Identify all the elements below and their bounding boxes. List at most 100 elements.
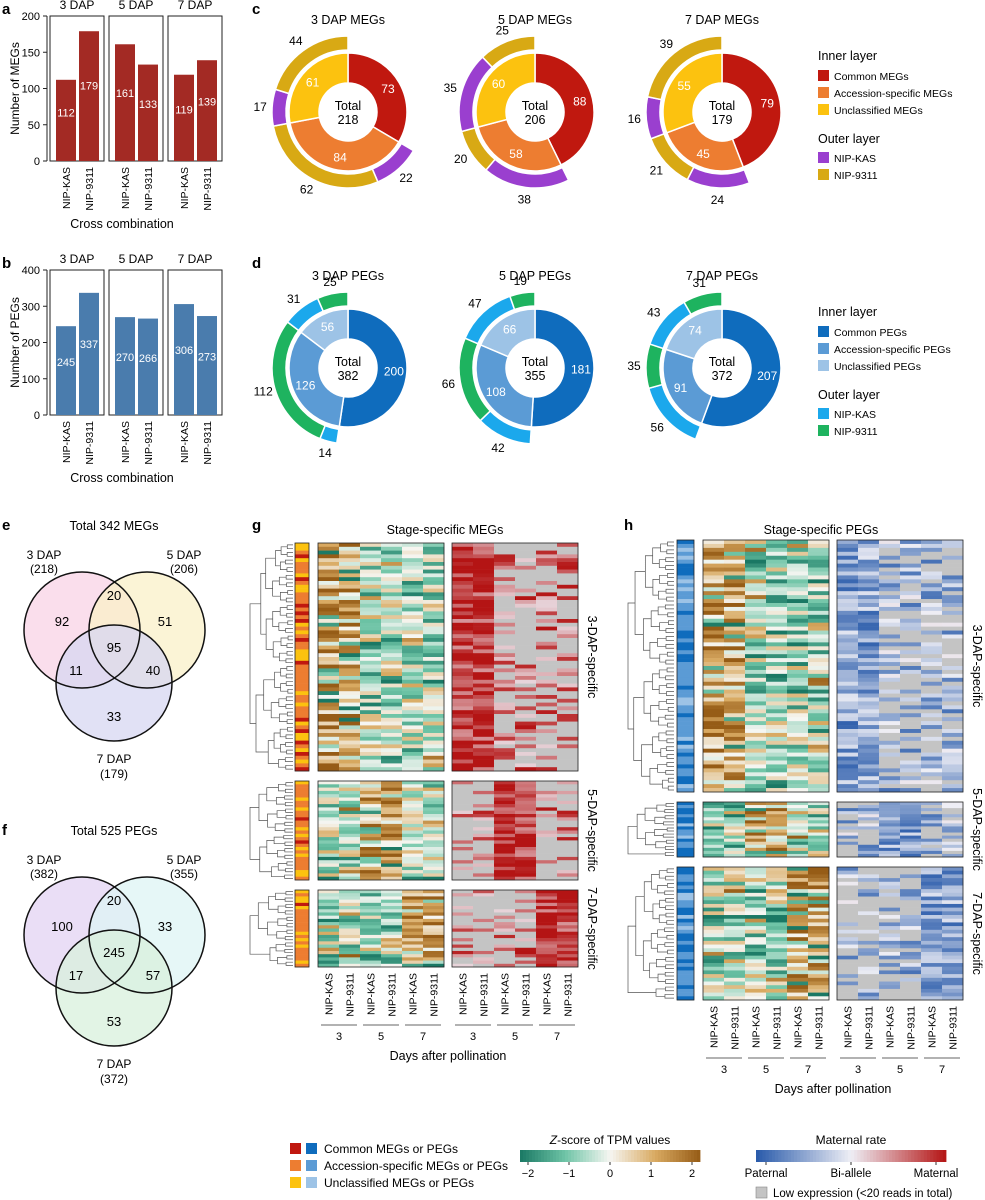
maternal-cell bbox=[536, 733, 558, 738]
donut-inner-label: 55 bbox=[677, 79, 691, 93]
zscore-title-rest: -score of TPM values bbox=[557, 1133, 670, 1147]
zscore-cell bbox=[360, 698, 382, 703]
zscore-cell bbox=[724, 814, 746, 818]
zscore-cell bbox=[787, 817, 809, 821]
maternal-cell bbox=[557, 781, 579, 785]
heatmap-column-label: NIP-9311 bbox=[345, 973, 357, 1017]
maternal-cell bbox=[536, 767, 558, 772]
zscore-cell bbox=[339, 733, 361, 738]
maternal-cell bbox=[921, 814, 943, 818]
category-strip-cell bbox=[677, 595, 694, 600]
zscore-cell bbox=[423, 577, 445, 582]
zscore-cell bbox=[423, 744, 445, 749]
zscore-cell bbox=[402, 896, 424, 900]
zscore-cell bbox=[724, 918, 746, 923]
maternal-cell bbox=[942, 736, 964, 742]
zscore-cell bbox=[423, 823, 445, 828]
zscore-cell bbox=[703, 654, 725, 659]
maternal-cell bbox=[837, 926, 859, 931]
zscore-cell bbox=[402, 807, 424, 811]
zscore-cell bbox=[402, 947, 424, 952]
maternal-cell bbox=[494, 679, 516, 684]
maternal-cell bbox=[473, 672, 495, 677]
legend-swatch bbox=[818, 169, 829, 180]
category-strip-cell bbox=[677, 606, 694, 612]
zscore-cell bbox=[766, 543, 788, 549]
maternal-cell bbox=[858, 900, 880, 905]
zscore-cell bbox=[381, 752, 403, 757]
zscore-cell bbox=[703, 543, 725, 549]
maternal-cell bbox=[452, 584, 474, 589]
venn-circle-outline bbox=[55, 929, 173, 1047]
heatmap-column-label: NIP-9311 bbox=[906, 1006, 918, 1050]
maternal-cell bbox=[942, 603, 964, 608]
maternal-cell bbox=[557, 619, 579, 624]
maternal-gradient-step bbox=[794, 1150, 798, 1162]
maternal-cell bbox=[858, 559, 880, 564]
maternal-cell bbox=[494, 672, 516, 677]
donut-inner-label: 126 bbox=[295, 378, 315, 392]
maternal-cell bbox=[942, 740, 964, 746]
zscore-cell bbox=[724, 915, 746, 920]
maternal-cell bbox=[536, 725, 558, 730]
zscore-cell bbox=[360, 660, 382, 665]
zscore-cell bbox=[381, 721, 403, 726]
maternal-cell bbox=[900, 996, 922, 1001]
maternal-cell bbox=[837, 970, 859, 975]
maternal-gradient-step bbox=[866, 1150, 871, 1162]
zscore-cell bbox=[381, 546, 403, 551]
maternal-cell bbox=[837, 878, 859, 883]
zscore-gradient-step bbox=[520, 1150, 524, 1162]
category-strip-cell bbox=[677, 835, 694, 839]
zscore-cell bbox=[724, 630, 746, 635]
zscore-cell bbox=[703, 736, 725, 742]
zscore-cell bbox=[808, 911, 830, 916]
maternal-cell bbox=[557, 928, 579, 933]
maternal-cell bbox=[858, 911, 880, 916]
category-strip-cell bbox=[295, 870, 309, 874]
category-strip-cell bbox=[677, 614, 694, 620]
maternal-cell bbox=[557, 938, 579, 942]
category-strip-cell bbox=[677, 940, 694, 945]
zscore-cell bbox=[381, 843, 403, 848]
maternal-cell bbox=[858, 721, 880, 726]
maternal-cell bbox=[473, 954, 495, 958]
heatmap-x-axis-label: Days after pollination bbox=[390, 1049, 507, 1063]
category-strip-cell bbox=[295, 893, 309, 897]
maternal-cell bbox=[921, 853, 943, 858]
maternal-cell bbox=[921, 614, 943, 620]
zscore-cell bbox=[808, 669, 830, 675]
zscore-cell bbox=[766, 963, 788, 968]
zscore-cell bbox=[339, 912, 361, 916]
maternal-cell bbox=[837, 937, 859, 942]
maternal-cell bbox=[515, 546, 537, 551]
maternal-cell bbox=[473, 569, 495, 574]
maternal-cell bbox=[536, 870, 558, 874]
maternal-cell bbox=[473, 622, 495, 627]
zscore-cell bbox=[787, 701, 809, 706]
maternal-cell bbox=[536, 960, 558, 965]
maternal-gradient-step bbox=[908, 1150, 912, 1162]
zscore-cell bbox=[360, 543, 382, 548]
maternal-cell bbox=[473, 687, 495, 692]
maternal-cell bbox=[473, 630, 495, 635]
zscore-cell bbox=[703, 981, 725, 986]
maternal-cell bbox=[921, 638, 943, 643]
zscore-cell bbox=[318, 763, 340, 768]
maternal-cell bbox=[452, 710, 474, 715]
zscore-cell bbox=[703, 940, 725, 945]
zscore-cell bbox=[423, 683, 445, 688]
maternal-cell bbox=[837, 896, 859, 901]
maternal-cell bbox=[942, 587, 964, 592]
zscore-cell bbox=[766, 776, 788, 781]
zscore-cell bbox=[339, 763, 361, 768]
zscore-cell bbox=[423, 729, 445, 734]
zscore-cell bbox=[360, 706, 382, 711]
zscore-gradient-step bbox=[547, 1150, 551, 1162]
maternal-cell bbox=[452, 725, 474, 730]
zscore-gradient-step bbox=[562, 1150, 566, 1162]
zscore-cell bbox=[766, 575, 788, 580]
category-strip-cell bbox=[677, 575, 694, 580]
maternal-cell bbox=[536, 928, 558, 933]
